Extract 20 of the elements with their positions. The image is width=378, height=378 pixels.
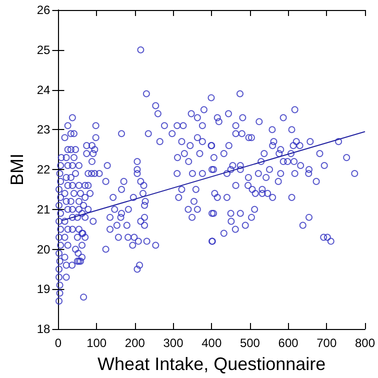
y-tick-label: 26 [36, 3, 51, 17]
y-tick-label: 18 [36, 322, 51, 336]
y-tick-label: 19 [36, 282, 51, 296]
y-tick-label: 24 [36, 82, 51, 97]
x-tick-label: 800 [354, 336, 376, 350]
x-tick-label: 300 [163, 336, 184, 350]
x-tick-label: 500 [240, 336, 260, 350]
x-tick-label: 0 [54, 336, 62, 350]
y-tick-label: 25 [36, 42, 51, 57]
x-tick-label: 200 [124, 336, 146, 350]
x-axis-title: Wheat Intake, Questionnaire [98, 354, 326, 374]
x-tick-label: 700 [316, 336, 337, 350]
x-tick-label: 600 [278, 336, 299, 350]
y-tick-label: 21 [36, 202, 51, 216]
y-tick-label: 20 [36, 242, 51, 256]
x-tick-label: 100 [86, 336, 107, 350]
y-axis-title: BMI [7, 153, 27, 186]
y-tick-label: 23 [36, 122, 51, 137]
x-tick-label: 400 [202, 336, 222, 350]
y-tick-label: 22 [36, 162, 51, 176]
